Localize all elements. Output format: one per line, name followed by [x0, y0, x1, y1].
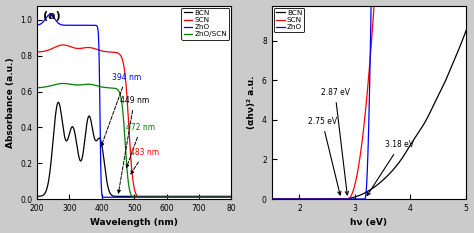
- SCN: [347, 196, 353, 199]
- SCN: [228, 196, 234, 199]
- ZnO/SCN: [188, 196, 193, 199]
- ZnO/SCN: [223, 196, 229, 199]
- ZnO: [289, 198, 294, 200]
- BCN: [289, 198, 294, 200]
- BCN: [44, 187, 50, 190]
- X-axis label: Wavelength (nm): Wavelength (nm): [91, 219, 178, 227]
- Text: 449 nm: 449 nm: [118, 96, 149, 193]
- Text: 2.87 eV: 2.87 eV: [320, 88, 349, 195]
- SCN: [129, 168, 135, 170]
- Text: 394 nm: 394 nm: [101, 73, 141, 146]
- BCN: [223, 195, 229, 198]
- SCN: [34, 51, 40, 53]
- ZnO/SCN: [129, 195, 135, 198]
- Line: ZnO: ZnO: [272, 0, 466, 199]
- SCN: [269, 198, 274, 200]
- BCN: [34, 195, 40, 198]
- BCN: [55, 101, 61, 104]
- Line: BCN: BCN: [37, 102, 231, 196]
- BCN: [463, 29, 469, 32]
- ZnO/SCN: [60, 82, 66, 85]
- BCN: [424, 118, 429, 120]
- ZnO/SCN: [124, 162, 129, 165]
- SCN: [44, 49, 50, 52]
- SCN: [223, 196, 229, 199]
- ZnO: [44, 15, 50, 18]
- BCN: [355, 195, 360, 198]
- Legend: BCN, SCN, ZnO, ZnO/SCN: BCN, SCN, ZnO, ZnO/SCN: [182, 8, 229, 40]
- ZnO: [124, 196, 129, 199]
- ZnO: [34, 24, 40, 27]
- Text: 483 nm: 483 nm: [130, 148, 159, 174]
- BCN: [347, 197, 353, 199]
- SCN: [289, 198, 294, 200]
- ZnO: [228, 196, 234, 199]
- ZnO: [223, 196, 229, 199]
- ZnO/SCN: [223, 196, 229, 199]
- Y-axis label: Absorbance (a.u.): Absorbance (a.u.): [6, 57, 15, 147]
- SCN: [136, 196, 142, 199]
- ZnO: [223, 196, 229, 199]
- ZnO: [100, 196, 106, 199]
- ZnO: [47, 13, 53, 16]
- Legend: BCN, SCN, ZnO: BCN, SCN, ZnO: [274, 8, 304, 32]
- BCN: [124, 195, 129, 198]
- ZnO/SCN: [44, 85, 50, 88]
- BCN: [223, 195, 229, 198]
- Text: 3.18 eV: 3.18 eV: [367, 140, 414, 195]
- ZnO/SCN: [34, 86, 40, 89]
- Text: 2.75 eV: 2.75 eV: [308, 117, 341, 195]
- ZnO: [269, 198, 274, 200]
- BCN: [228, 195, 234, 198]
- Text: (a): (a): [43, 11, 61, 21]
- Line: BCN: BCN: [272, 31, 466, 199]
- Text: 472 nm: 472 nm: [126, 123, 155, 168]
- SCN: [124, 89, 129, 92]
- ZnO: [347, 198, 353, 200]
- SCN: [188, 196, 193, 199]
- Line: SCN: SCN: [272, 0, 466, 199]
- ZnO: [129, 196, 135, 199]
- Text: (b): (b): [277, 11, 296, 21]
- Y-axis label: (αhν)² a.u.: (αhν)² a.u.: [247, 75, 256, 129]
- X-axis label: hν (eV): hν (eV): [350, 219, 387, 227]
- BCN: [129, 195, 135, 198]
- BCN: [188, 195, 193, 198]
- BCN: [130, 195, 136, 198]
- ZnO: [188, 196, 193, 199]
- ZnO: [355, 198, 360, 200]
- SCN: [60, 44, 66, 46]
- SCN: [223, 196, 229, 199]
- BCN: [402, 152, 408, 155]
- Line: ZnO/SCN: ZnO/SCN: [37, 83, 231, 197]
- BCN: [269, 198, 274, 200]
- ZnO/SCN: [131, 196, 137, 199]
- Line: SCN: SCN: [37, 45, 231, 197]
- BCN: [420, 124, 426, 127]
- Line: ZnO: ZnO: [37, 14, 231, 197]
- ZnO/SCN: [228, 196, 234, 199]
- SCN: [355, 172, 360, 175]
